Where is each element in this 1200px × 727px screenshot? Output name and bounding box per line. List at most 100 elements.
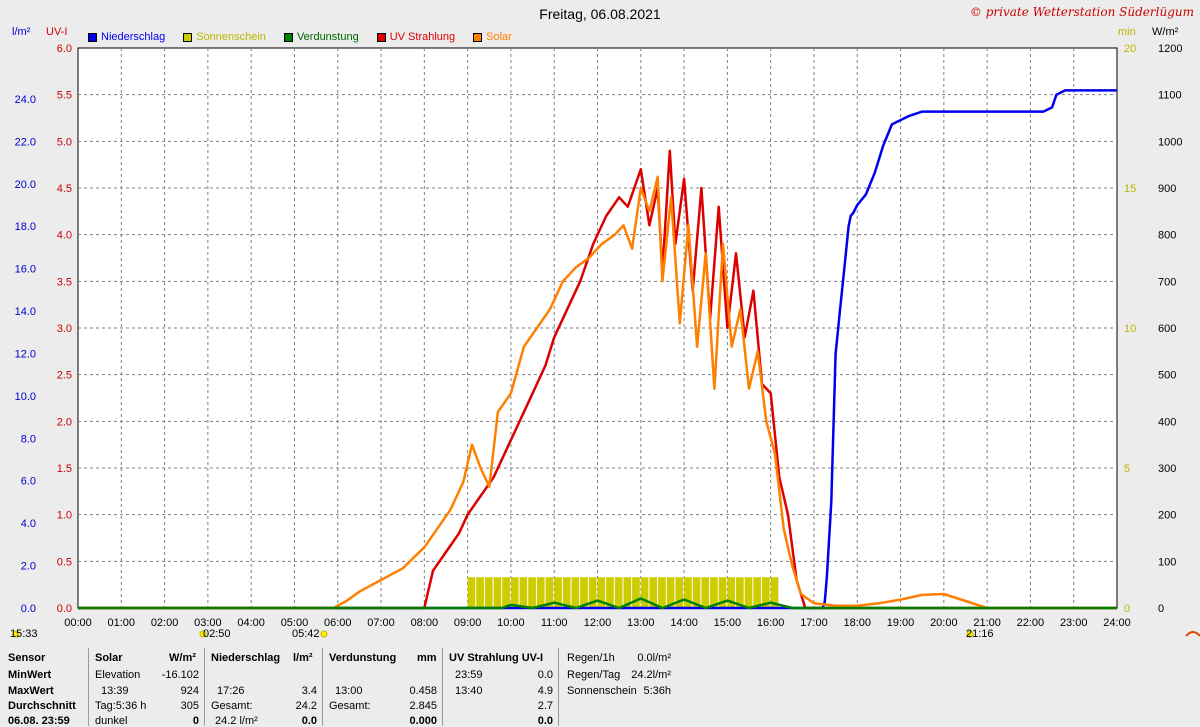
- uv-axis-tick: 3.0: [57, 323, 72, 335]
- sun-marker-icon: [12, 630, 20, 638]
- max-label: MaxWert: [8, 685, 54, 697]
- series-line-niederschlag: [78, 89, 1117, 610]
- sunshine-bar: [597, 577, 606, 608]
- x-tick-label: 02:00: [151, 617, 179, 629]
- minutes-axis-tick: 10: [1124, 323, 1136, 335]
- sunshine-bar: [571, 577, 580, 608]
- rain-axis-tick: 4.0: [21, 518, 36, 530]
- evap-max-time: 13:00: [335, 685, 363, 697]
- rain-max-value: 3.4: [301, 685, 317, 697]
- sunshine-bar: [536, 577, 545, 608]
- x-tick-label: 00:00: [64, 617, 92, 629]
- x-tick-label: 16:00: [757, 617, 785, 629]
- logo-mark-icon: [1185, 631, 1200, 637]
- min-label: MinWert: [8, 669, 52, 681]
- solar-min-time: Elevation: [95, 669, 141, 681]
- uv-axis-tick: 4.0: [57, 230, 72, 242]
- legend-label: UV Strahlung: [389, 31, 456, 43]
- rain-axis-tick: 14.0: [15, 306, 36, 318]
- uv-avg-value: 2.7: [537, 700, 553, 712]
- x-tick-label: 24:00: [1103, 617, 1131, 629]
- sunshine-value: 5:36h: [643, 685, 671, 697]
- sunshine-bar: [606, 577, 614, 608]
- rain-day-value: 24.2l/m²: [631, 669, 671, 681]
- sunshine-bar: [614, 577, 623, 608]
- evap-total-value: 2.845: [409, 700, 437, 712]
- sunshine-bar: [502, 577, 510, 608]
- rain-axis-tick: 10.0: [15, 391, 36, 403]
- x-tick-label: 03:00: [194, 617, 222, 629]
- evap-current-value: 0.000: [409, 715, 437, 727]
- x-tick-label: 13:00: [627, 617, 655, 629]
- sunshine-bar: [640, 577, 649, 608]
- sun-marker-icon: [199, 630, 207, 638]
- uv-axis-tick: 4.5: [57, 183, 72, 195]
- minutes-axis-tick: 20: [1124, 43, 1136, 55]
- sunshine-bar: [666, 577, 675, 608]
- legend-item-uv-strahlung: UV Strahlung: [376, 31, 456, 43]
- rain-axis-tick: 16.0: [15, 264, 36, 276]
- sunshine-bar: [493, 577, 502, 608]
- rain-summary-column: Regen/1h 0.0l/m² Regen/Tag 24.2l/m² Sonn…: [558, 648, 677, 726]
- uv-axis-tick: 1.5: [57, 463, 72, 475]
- solar-axis-tick: 600: [1158, 323, 1176, 335]
- solar-axis-tick: 200: [1158, 510, 1176, 522]
- copyright-notice: © private Wetterstation Süderlügum: [969, 5, 1194, 19]
- solar-axis-tick: 300: [1158, 463, 1176, 475]
- uv-header: UV Strahlung UV-I: [449, 652, 544, 664]
- solar-avg-note: Tag:5:36 h: [95, 700, 147, 712]
- sunshine-label: Sonnenschein: [567, 685, 637, 697]
- uv-current-value: 0.0: [537, 715, 553, 727]
- solar-axis-tick: 0: [1158, 603, 1164, 615]
- sunshine-bar: [649, 577, 658, 608]
- rain-axis-tick: 20.0: [15, 179, 36, 191]
- x-tick-label: 08:00: [411, 617, 439, 629]
- legend-swatch: [183, 32, 193, 42]
- rain-axis-tick: 0.0: [21, 603, 36, 615]
- sunshine-bar: [484, 577, 493, 608]
- x-tick-label: 11:00: [541, 617, 568, 629]
- rain-axis-tick: 12.0: [15, 348, 36, 360]
- x-tick-label: 09:00: [454, 617, 482, 629]
- x-tick-label: 12:00: [584, 617, 612, 629]
- rain-total-label: Gesamt:: [211, 700, 253, 712]
- uv-max-time: 13:40: [455, 685, 483, 697]
- x-tick-label: 01:00: [108, 617, 136, 629]
- sunshine-bar: [632, 577, 640, 608]
- solar-column: Solar W/m² Elevation -16.102 13:39 924 T…: [88, 648, 205, 727]
- x-tick-label: 07:00: [367, 617, 395, 629]
- series-line-solar: [78, 175, 1117, 610]
- sunshine-bar: [476, 577, 484, 608]
- sunshine-bar: [510, 577, 519, 608]
- evaporation-column: Verdunstung mm 13:00 0.458 Gesamt: 2.845…: [322, 648, 443, 727]
- sunshine-bar: [588, 577, 597, 608]
- solar-axis-tick: 400: [1158, 416, 1176, 428]
- rain-current-note: 24.2 l/m²: [215, 715, 258, 727]
- series-line-verdunstung: [78, 597, 1117, 610]
- legend-swatch: [376, 32, 386, 42]
- sensor-header: Sensor: [8, 652, 46, 664]
- evap-header: Verdunstung: [329, 652, 397, 664]
- uv-axis-tick: 6.0: [57, 43, 72, 55]
- rain-header: Niederschlag: [211, 652, 281, 664]
- x-tick-label: 10:00: [497, 617, 525, 629]
- solar-unit-label: W/m²: [1152, 26, 1179, 38]
- sunshine-bar: [519, 577, 528, 608]
- rain-hour-label: Regen/1h: [567, 652, 615, 664]
- uv-axis-tick: 1.0: [57, 510, 72, 522]
- solar-avg-value: 305: [180, 700, 199, 712]
- legend-item-verdunstung: Verdunstung: [283, 31, 359, 43]
- solar-axis-tick: 700: [1158, 276, 1176, 288]
- sunshine-bar: [580, 577, 588, 608]
- solar-current-note: dunkel: [95, 715, 128, 727]
- minutes-axis-tick: 5: [1124, 463, 1130, 475]
- sunshine-bar: [675, 577, 684, 608]
- uv-column: UV Strahlung UV-I 23:59 0.0 13:40 4.9 2.…: [442, 648, 559, 727]
- evap-total-label: Gesamt:: [329, 700, 371, 712]
- evap-unit: mm: [417, 652, 437, 664]
- x-tick-label: 22:00: [1017, 617, 1045, 629]
- rain-unit-label: l/m²: [12, 26, 31, 38]
- legend-item-niederschlag: Niederschlag: [88, 31, 165, 43]
- avg-label: Durchschnitt: [8, 700, 76, 712]
- chart-legend: Niederschlag Sonnenschein Verdunstung UV…: [88, 31, 530, 43]
